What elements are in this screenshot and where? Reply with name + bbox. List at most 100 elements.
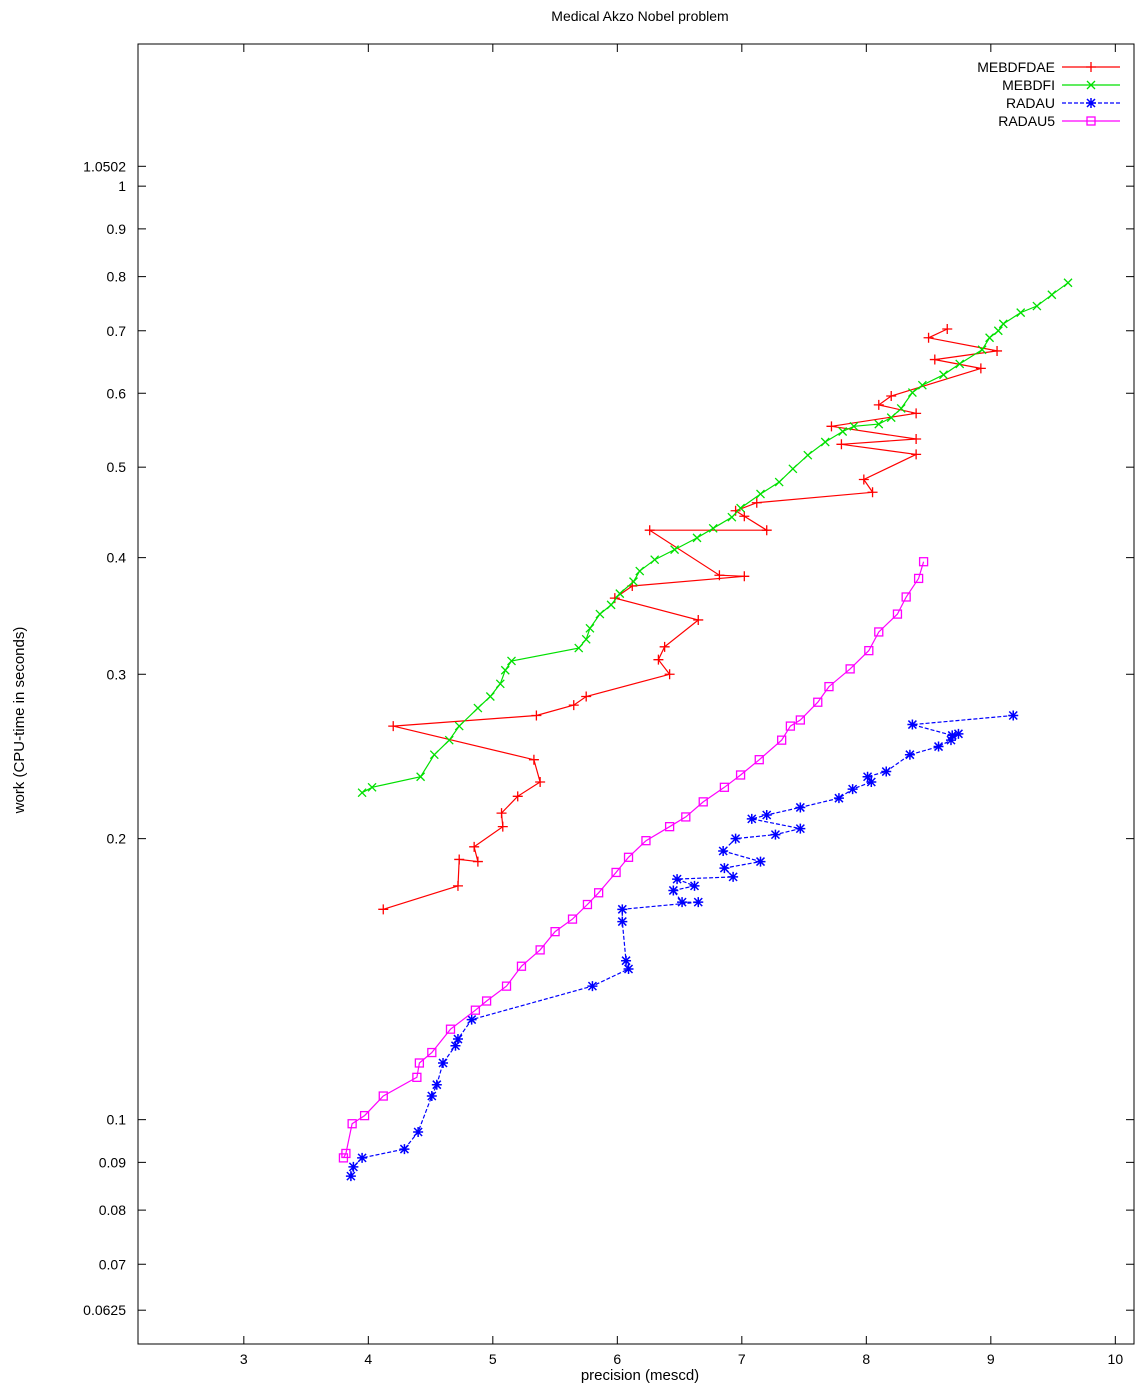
data-point-mebdfi — [955, 359, 965, 369]
data-point-mebdfi — [907, 388, 917, 398]
data-point-radau5 — [874, 627, 884, 637]
data-point-mebdfi — [736, 503, 746, 513]
data-point-mebdfi — [1063, 278, 1073, 288]
data-point-mebdfi — [485, 692, 495, 701]
data-point-mebdfdae — [496, 808, 507, 819]
data-point-mebdfdae — [512, 791, 523, 802]
data-point-radau5 — [719, 782, 730, 792]
series-line-mebdfi — [361, 282, 1069, 794]
data-point-radau — [617, 916, 628, 927]
data-point-radau5 — [698, 797, 708, 807]
chart-title: Medical Akzo Nobel problem — [551, 8, 728, 24]
data-point-radau — [668, 885, 679, 896]
data-point-radau5 — [594, 888, 604, 898]
data-point-radau5 — [347, 1119, 357, 1129]
data-point-mebdfi — [1016, 308, 1026, 318]
data-point-mebdfdae — [454, 854, 465, 865]
series-line-mebdfdae — [383, 328, 998, 910]
data-point-radau — [617, 904, 628, 915]
data-point-radau5 — [445, 1024, 456, 1034]
data-point-radau — [904, 749, 915, 760]
data-point-mebdfi — [595, 609, 605, 619]
x-tick-label: 9 — [987, 1351, 995, 1367]
data-point-mebdfdae — [659, 641, 670, 652]
y-tick-label: 0.3 — [107, 666, 127, 682]
data-point-radau — [866, 776, 877, 787]
y-tick-label: 1 — [118, 178, 126, 194]
data-point-radau5 — [470, 1005, 481, 1015]
data-point-radau — [438, 1057, 449, 1068]
data-point-radau5 — [754, 755, 764, 765]
x-tick-label: 6 — [613, 1351, 621, 1367]
axis-ticks: 3 4 5 6 7 8 9 10 0.0625 0.07 0.08 0.09 0.1 0.2 0.3 0.4 0… — [83, 44, 1134, 1367]
data-point-radau5 — [901, 592, 911, 602]
series-mebdfdae — [378, 324, 1003, 915]
data-point-radau — [728, 871, 739, 882]
data-point-mebdfdae — [942, 324, 953, 335]
data-point-radau — [621, 955, 632, 966]
data-point-radau — [761, 810, 772, 821]
data-point-mebdfdae — [858, 474, 869, 485]
data-point-radau — [677, 897, 688, 908]
data-point-radau5 — [582, 899, 593, 910]
series-radau5 — [338, 557, 929, 1163]
data-point-radau — [746, 813, 757, 824]
data-point-radau — [795, 823, 806, 834]
data-point-mebdfi — [849, 421, 859, 431]
data-point-radau — [881, 766, 892, 777]
data-point-mebdfi — [585, 623, 595, 633]
x-axis-label: precision (mescd) — [581, 1367, 699, 1384]
data-point-radau5 — [567, 914, 578, 924]
y-tick-label: 0.07 — [99, 1256, 126, 1272]
legend-marker-radau — [1086, 98, 1096, 108]
data-point-mebdfdae — [911, 433, 922, 444]
y-tick-label: 0.0625 — [83, 1302, 126, 1318]
y-tick-label: 0.5 — [107, 459, 127, 475]
data-point-radau — [770, 829, 781, 840]
data-point-mebdfi — [670, 545, 680, 555]
data-point-mebdfdae — [992, 345, 1003, 356]
data-point-radau — [587, 981, 598, 992]
data-point-mebdfdae — [388, 721, 399, 732]
data-point-radau — [413, 1127, 424, 1137]
data-point-radau5 — [785, 721, 796, 731]
data-point-mebdfi — [416, 772, 426, 782]
data-point-mebdfdae — [929, 354, 940, 365]
data-point-radau — [945, 735, 956, 746]
data-point-mebdfi — [774, 477, 784, 487]
data-point-radau — [719, 863, 730, 874]
data-point-radau5 — [735, 770, 746, 780]
data-point-radau5 — [414, 1058, 425, 1068]
y-tick-label: 0.7 — [107, 323, 127, 339]
data-point-radau5 — [777, 735, 787, 745]
data-point-mebdfi — [886, 413, 896, 423]
data-point-radau — [1008, 710, 1019, 721]
y-tick-label: 0.9 — [107, 221, 127, 237]
data-point-mebdfdae — [531, 710, 542, 721]
data-point-mebdfdae — [886, 390, 897, 401]
data-point-mebdfdae — [664, 669, 675, 680]
data-point-mebdfi — [985, 333, 995, 343]
data-point-radau — [452, 1034, 463, 1045]
data-point-mebdfdae — [472, 856, 483, 867]
data-point-radau — [953, 728, 964, 739]
data-point-mebdfdae — [528, 754, 539, 765]
data-point-radau — [730, 833, 741, 844]
data-point-mebdfi — [692, 533, 702, 543]
y-tick-label: 0.2 — [107, 831, 127, 847]
y-tick-label: 1.0502 — [83, 158, 126, 174]
data-point-mebdfi — [507, 656, 516, 666]
x-tick-label: 8 — [862, 1351, 870, 1367]
series-layer — [338, 278, 1073, 1182]
data-point-mebdfi — [454, 721, 464, 731]
data-point-mebdfi — [473, 703, 483, 713]
data-point-mebdfi — [874, 419, 884, 429]
legend-marker-mebdfdae — [1086, 62, 1096, 72]
data-point-radau5 — [338, 1153, 349, 1163]
data-point-mebdfdae — [826, 421, 837, 432]
data-point-radau5 — [427, 1047, 437, 1058]
data-point-radau — [718, 845, 729, 856]
data-point-radau5 — [535, 945, 545, 955]
data-point-mebdfi — [357, 788, 367, 798]
